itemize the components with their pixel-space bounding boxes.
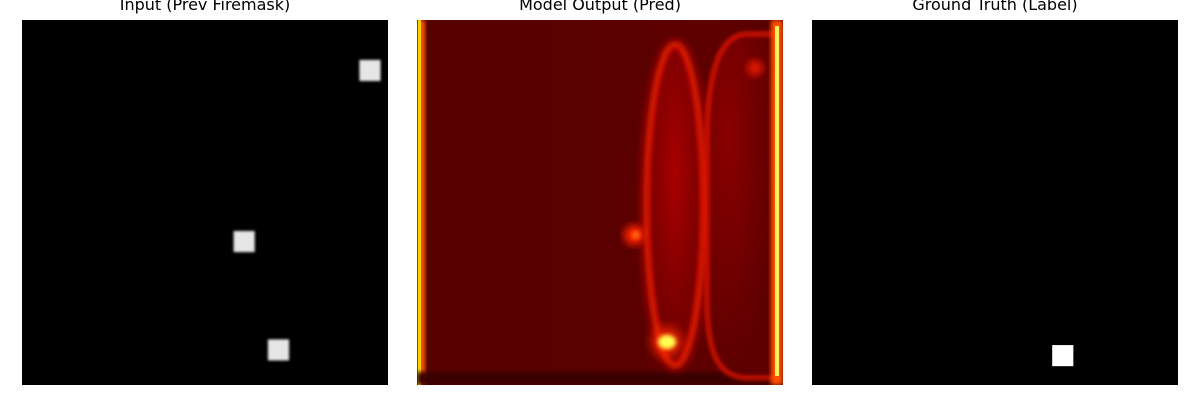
heatmap-pred (417, 20, 783, 385)
heatmap-input (22, 20, 388, 385)
heatmap-label (812, 20, 1178, 385)
pred-hotspot-middle-core (632, 231, 640, 239)
panel-title-label: Ground Truth (Label) (912, 0, 1078, 14)
heatmap-label-svg (812, 20, 1178, 385)
heatmap-input-background (22, 20, 388, 385)
pred-hotspot-bottom (658, 335, 676, 349)
pred-hotspot-top-right (747, 60, 763, 76)
panel-input: Input (Prev Firemask) (22, 0, 388, 400)
label-fire-cell-1 (1052, 345, 1074, 367)
heatmap-label-background (812, 20, 1178, 385)
pred-oval-right-fill (707, 34, 779, 378)
input-fire-cell-2 (233, 231, 255, 253)
input-fire-cell-3 (267, 339, 290, 361)
pred-oval-right-ring (705, 32, 779, 380)
heatmap-pred-svg (417, 20, 783, 385)
pred-bottom-band (417, 372, 783, 385)
input-fire-cell-1 (359, 59, 381, 82)
panel-title-pred: Model Output (Pred) (519, 0, 681, 14)
pred-oval-left-fill (647, 45, 703, 365)
panel-label: Ground Truth (Label) (812, 0, 1178, 400)
panel-title-input: Input (Prev Firemask) (119, 0, 291, 14)
pred-right-edge (775, 26, 779, 376)
pred-left-edge (418, 20, 421, 385)
heatmap-input-svg (22, 20, 388, 385)
panel-pred: Model Output (Pred) (417, 0, 783, 400)
